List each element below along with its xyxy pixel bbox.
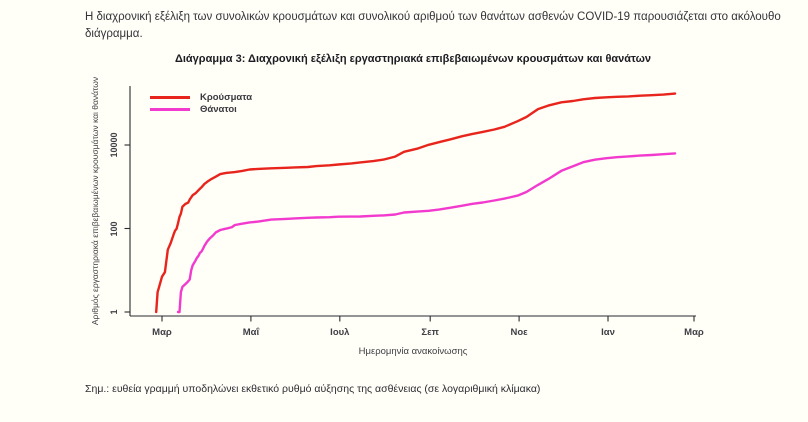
x-tick-label: Μαΐ (242, 327, 260, 338)
deaths-legend-swatch (150, 107, 190, 111)
x-tick-label: Ιουλ (330, 327, 350, 338)
chart-title: Διάγραμμα 3: Διαχρονική εξέλιξη εργαστηρ… (174, 53, 652, 65)
legend-label-deaths: Θάνατοι (200, 103, 237, 115)
x-tick-label: Νοε (510, 327, 528, 338)
tick-marks (124, 144, 695, 322)
x-axis-title: Ημερομηνία ανακοίνωσης (358, 346, 468, 357)
x-tick-label: Ιαν (601, 327, 615, 338)
x-tick-label: Σεπ (421, 327, 439, 338)
legend-item-deaths: Θάνατοι (150, 103, 252, 115)
cases-line (155, 92, 677, 314)
y-tick-label: 1 (109, 309, 119, 315)
y-axis-title: Αριθμός εργαστηριακά επιβεβαιωμένων κρου… (90, 76, 100, 326)
legend-label-cases: Κρούσματα (200, 91, 253, 103)
y-tick-label: 100 (109, 220, 119, 237)
x-tick-label: Μαρ (684, 327, 704, 338)
x-tick-label: Μαρ (152, 327, 172, 338)
intro-paragraph: Η διαχρονική εξέλιξη των συνολικών κρουσ… (85, 11, 781, 40)
legend-item-cases: Κρούσματα (150, 91, 252, 103)
chart-legend: Κρούσματα Θάνατοι (150, 91, 252, 115)
y-tick-label: 10000 (109, 132, 119, 158)
cases-legend-swatch (150, 95, 190, 99)
deaths-line (176, 152, 677, 314)
footnote: Σημ.: ευθεία γραμμή υποδηλώνει εκθετικό … (85, 383, 541, 395)
